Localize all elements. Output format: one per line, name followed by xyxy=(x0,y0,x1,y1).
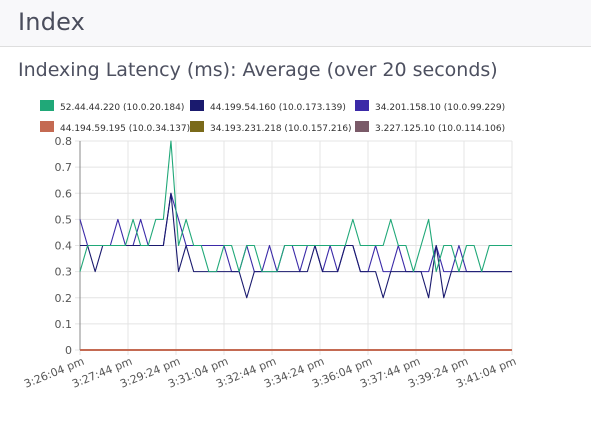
y-tick-label: 0.3 xyxy=(55,266,73,279)
y-tick-label: 0.4 xyxy=(55,240,73,253)
legend-swatch xyxy=(190,121,204,132)
series-line xyxy=(80,192,512,299)
y-tick-label: 0.1 xyxy=(55,318,73,331)
panel-title: Indexing Latency (ms): Average (over 20 … xyxy=(18,59,498,81)
y-tick-label: 0.6 xyxy=(55,187,73,200)
legend-label: 44.199.54.160 (10.0.173.139) xyxy=(210,103,346,113)
legend-swatch xyxy=(40,121,54,132)
legend-label: 3.227.125.10 (10.0.114.106) xyxy=(375,124,505,134)
legend-swatch xyxy=(355,121,369,132)
series-line xyxy=(79,140,512,273)
legend-label: 34.201.158.10 (10.0.99.229) xyxy=(375,103,505,113)
y-tick-label: 0.7 xyxy=(55,161,73,174)
legend-swatch xyxy=(40,100,54,111)
legend-swatch xyxy=(355,100,369,111)
y-tick-label: 0.2 xyxy=(55,292,73,305)
chart-panel: Indexing Latency (ms): Average (over 20 … xyxy=(0,47,591,424)
y-tick-label: 0 xyxy=(65,344,72,357)
latency-chart: 52.44.44.220 (10.0.20.184) 44.199.54.160 … xyxy=(22,100,518,391)
legend-label: 44.194.59.195 (10.0.34.137) xyxy=(60,124,190,134)
legend-swatch xyxy=(190,100,204,111)
page-header: Index xyxy=(0,0,591,47)
page-title: Index xyxy=(18,8,86,36)
legend-label: 52.44.44.220 (10.0.20.184) xyxy=(60,103,184,113)
series-line xyxy=(79,192,512,273)
y-tick-label: 0.5 xyxy=(55,213,73,226)
legend-label: 34.193.231.218 (10.0.157.216) xyxy=(210,124,352,134)
y-tick-label: 0.8 xyxy=(55,135,73,148)
